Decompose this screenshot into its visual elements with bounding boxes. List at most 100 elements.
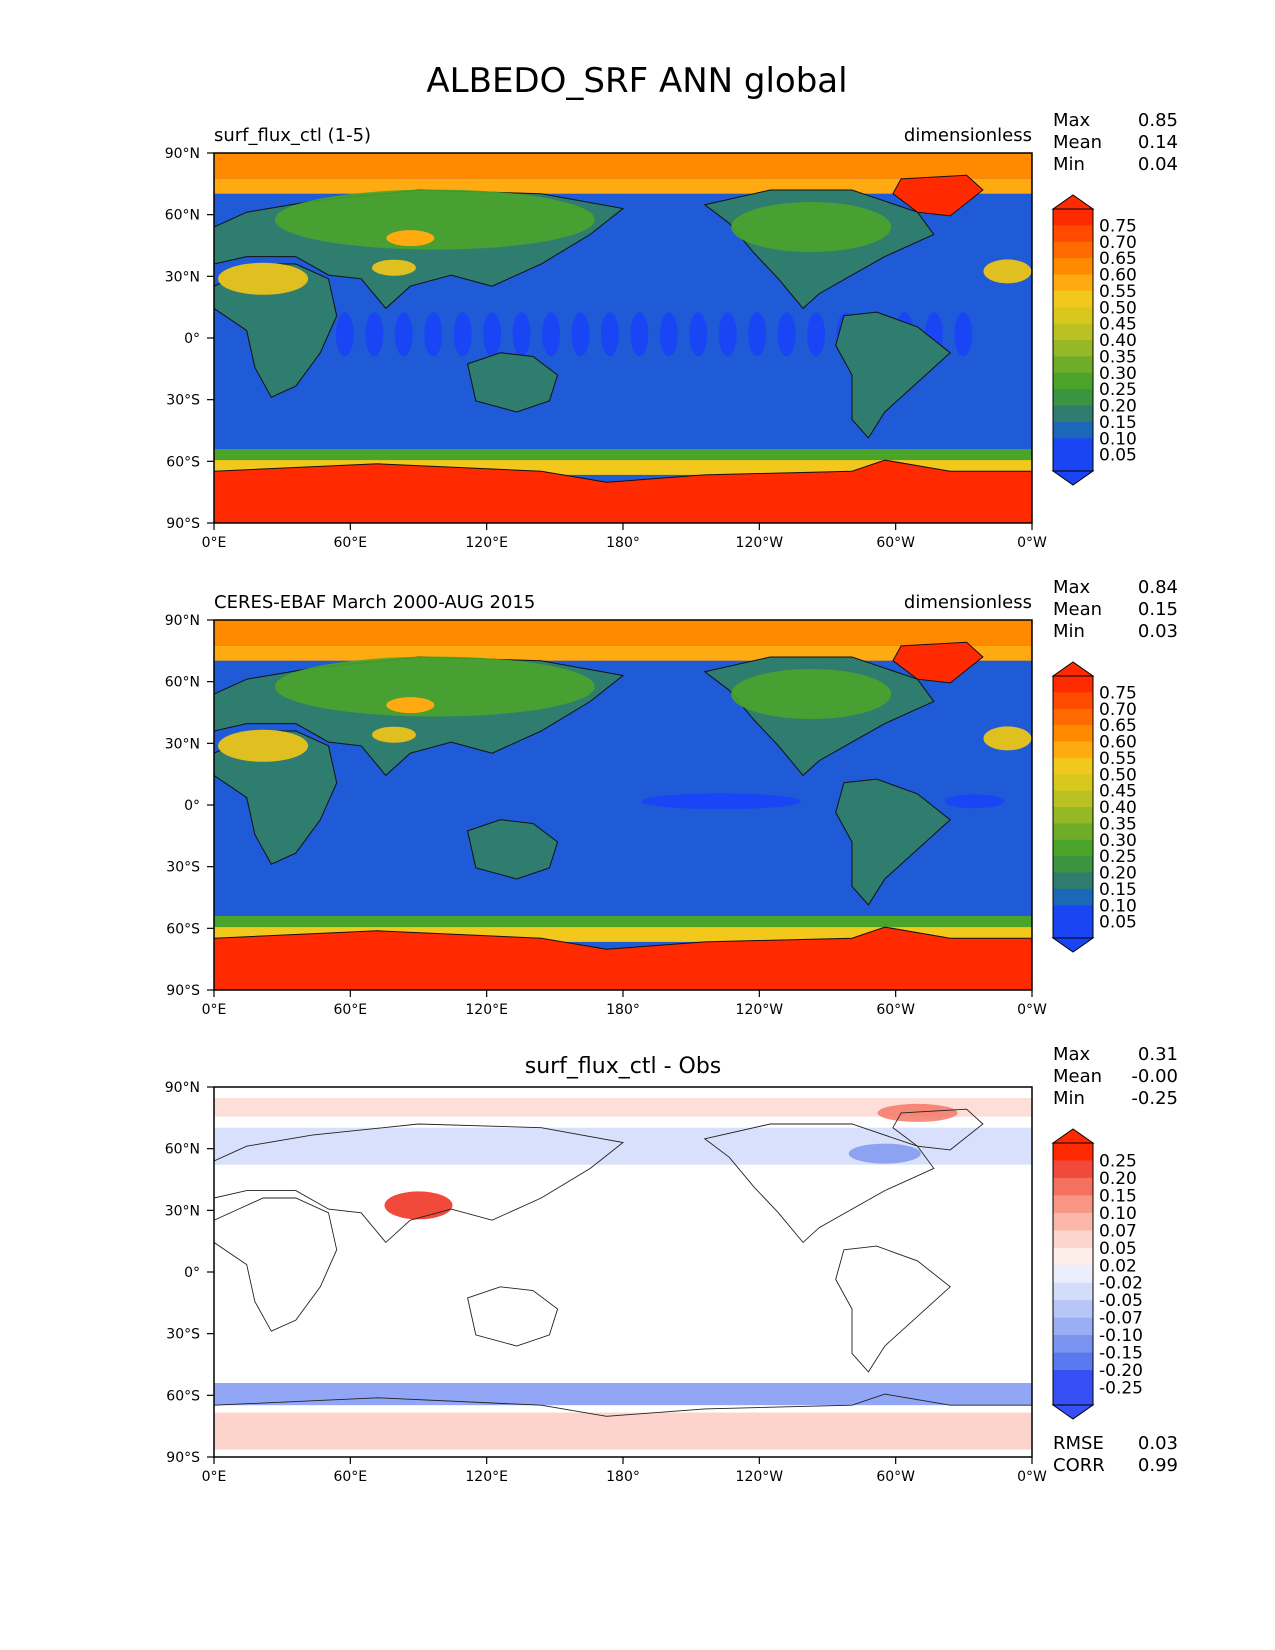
colorbar-extend-top: [1051, 1128, 1095, 1144]
colorbar-frame: [1052, 208, 1094, 472]
southern-negative-band: [214, 1383, 1032, 1406]
colorbar-segment: [1053, 356, 1093, 374]
colorbar-tick-label: 0.55: [1099, 282, 1137, 302]
coastline-eurasia: [214, 1123, 625, 1244]
tropical-ocean-patch: [689, 312, 708, 357]
lat-tick-label: 30°S: [166, 393, 200, 409]
colorbar-extend-top: [1051, 194, 1095, 210]
stat-label-min: Min: [1053, 154, 1085, 175]
tropical-ocean-patch: [777, 312, 796, 357]
colorbar-tick-label: 0.75: [1099, 216, 1137, 236]
colorbar-tick-label: 0.25: [1099, 380, 1137, 400]
lon-tick-label: 0°E: [202, 1002, 227, 1018]
lon-tick-label: 0°E: [202, 535, 227, 551]
colorbar-tick-label: 0.05: [1099, 446, 1137, 466]
colorbar-segment: [1053, 1352, 1093, 1371]
lat-tick-label: 60°S: [166, 921, 200, 937]
arabian-desert: [371, 726, 416, 743]
colorbar-segment: [1053, 1230, 1093, 1249]
stat-label-corr: CORR: [1053, 1455, 1105, 1476]
colorbar-tick-label: -0.02: [1099, 1274, 1143, 1294]
stat-label-mean: Mean: [1053, 599, 1102, 620]
stat-value-corr: 0.99: [1138, 1455, 1178, 1476]
lat-tick-label: 30°S: [166, 860, 200, 876]
sahara-west: [983, 726, 1032, 751]
colorbar-segment: [1053, 323, 1093, 341]
landmass-greenland: [892, 641, 984, 684]
colorbar-tick-label: 0.40: [1099, 331, 1137, 351]
colorbar-segment: [1053, 274, 1093, 292]
stat-value-max: 0.31: [1138, 1044, 1178, 1065]
coastline-antarctica: [214, 1393, 1032, 1457]
tropical-ocean-patch: [641, 793, 802, 810]
colorbar-tick-label: -0.07: [1099, 1309, 1143, 1329]
colorbar-segment: [1053, 258, 1093, 275]
lat-tick-label: 0°: [184, 798, 200, 814]
stat-label-rmse: RMSE: [1053, 1433, 1104, 1454]
stat-label-max: Max: [1053, 577, 1091, 598]
colorbar-segment: [1053, 241, 1093, 259]
landmass-africa: [214, 730, 338, 865]
colorbar-segment: [1053, 856, 1093, 873]
colorbar-extend-bottom: [1051, 937, 1095, 953]
colorbar-segment: [1053, 1177, 1093, 1196]
lat-tick-label: 60°S: [166, 454, 200, 470]
colorbar-segment: [1053, 1265, 1093, 1284]
colorbar-segment: [1053, 1335, 1093, 1354]
colorbar-segment: [1053, 1160, 1093, 1179]
tibet-plateau: [386, 230, 435, 247]
stat-value-min: 0.04: [1138, 154, 1178, 175]
colorbar-segment: [1053, 1370, 1093, 1389]
colorbar-tick-label: 0.20: [1099, 1169, 1137, 1189]
colorbar-extend-bottom: [1051, 1404, 1095, 1420]
colorbar-tick-label: -0.20: [1099, 1361, 1143, 1381]
figure-title: ALBEDO_SRF ANN global: [426, 61, 847, 101]
landmass-antarctica: [214, 459, 1032, 523]
tibet-positive-anomaly: [384, 1191, 453, 1220]
colorbar-segment: [1053, 307, 1093, 325]
lon-tick-label: 0°W: [1017, 535, 1047, 551]
lat-tick-label: 30°S: [166, 1327, 200, 1343]
lat-tick-label: 90°S: [166, 1450, 200, 1466]
stat-value-max: 0.84: [1138, 577, 1178, 598]
arctic-ice: [214, 153, 1032, 179]
landmass-south-america: [835, 311, 951, 439]
colorbar-tick-label: 0.45: [1099, 315, 1137, 335]
colorbar-tick-label: 0.75: [1099, 683, 1137, 703]
colorbar-segment: [1053, 438, 1093, 456]
colorbar-segment: [1053, 807, 1093, 824]
tropical-ocean-patch: [453, 312, 472, 357]
tropical-ocean-patch: [365, 312, 384, 357]
colorbar-segment: [1053, 225, 1093, 243]
colorbar-segment: [1053, 921, 1093, 939]
lon-tick-label: 120°W: [736, 1002, 784, 1018]
colorbar-tick-label: 0.30: [1099, 831, 1137, 851]
stat-label-max: Max: [1053, 110, 1091, 131]
stat-label-min: Min: [1053, 1088, 1085, 1109]
colorbar-segment: [1053, 290, 1093, 308]
panel-2: CERES-EBAF March 2000-AUG 2015 dimensionl…: [165, 577, 1178, 1018]
colorbar-tick-label: 0.25: [1099, 1151, 1137, 1171]
colorbar-tick-label: 0.05: [1099, 913, 1137, 933]
tropical-ocean-patch: [659, 312, 678, 357]
colorbar-tick-label: 0.60: [1099, 266, 1137, 286]
tropical-ocean-patch: [542, 312, 561, 357]
colorbar-tick-label: -0.10: [1099, 1326, 1143, 1346]
tropical-ocean-patch: [748, 312, 767, 357]
colorbar-segment: [1053, 1317, 1093, 1336]
stat-label-mean: Mean: [1053, 132, 1102, 153]
colorbar-tick-label: 0.02: [1099, 1256, 1137, 1276]
tropical-ocean-patch: [600, 312, 619, 357]
colorbar-segment: [1053, 888, 1093, 906]
arctic-ice: [214, 620, 1032, 646]
stat-value-min: 0.03: [1138, 621, 1178, 642]
colorbar-tick-label: 0.35: [1099, 347, 1137, 367]
lon-tick-label: 60°E: [333, 1002, 367, 1018]
colorbar-tick-label: 0.10: [1099, 896, 1137, 916]
coastline-australia: [467, 1286, 559, 1347]
stat-value-min: -0.25: [1131, 1088, 1178, 1109]
colorbar-tick-label: 0.10: [1099, 1204, 1137, 1224]
lon-tick-label: 180°: [606, 535, 640, 551]
tropical-ocean-patch: [424, 312, 443, 357]
